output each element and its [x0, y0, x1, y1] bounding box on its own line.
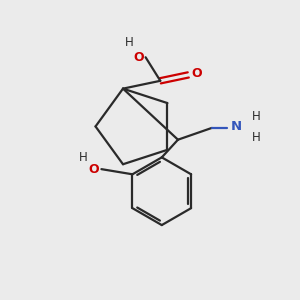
Text: H: H — [125, 36, 134, 49]
Text: O: O — [134, 51, 144, 64]
Text: O: O — [88, 163, 99, 176]
Text: H: H — [252, 110, 260, 123]
Text: O: O — [192, 67, 203, 80]
Text: N: N — [231, 120, 242, 133]
Text: H: H — [80, 151, 88, 164]
Text: H: H — [252, 131, 260, 144]
